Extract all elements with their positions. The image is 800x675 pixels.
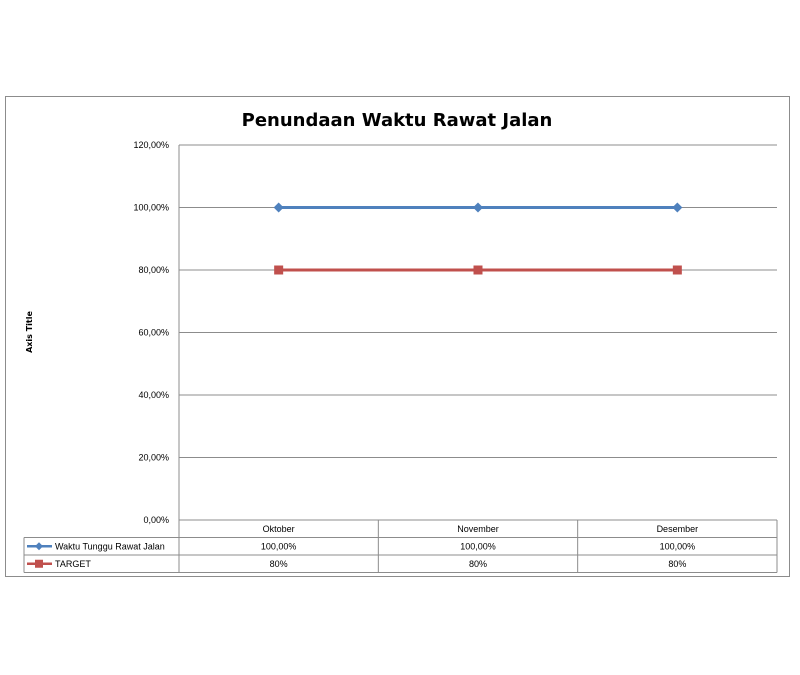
y-tick-label: 20,00% <box>138 453 169 463</box>
y-tick-label: 100,00% <box>133 203 169 213</box>
data-point <box>672 202 683 213</box>
y-tick-label: 80,00% <box>138 265 169 275</box>
legend-marker <box>35 559 43 568</box>
data-table-value: 100,00% <box>261 541 297 551</box>
legend-marker <box>35 542 43 551</box>
data-table: Oktober November Desember Waktu Tunggu Rawa… <box>23 519 778 573</box>
y-tick-label: 40,00% <box>138 390 169 400</box>
data-table-value: 80% <box>270 559 288 569</box>
data-table-value: 100,00% <box>660 541 696 551</box>
data-point <box>473 202 483 213</box>
chart-title: Penundaan Waktu Rawat Jalan <box>242 110 553 131</box>
category-label: November <box>457 524 499 534</box>
y-tick-label: 0,00% <box>143 515 169 525</box>
category-label: Desember <box>657 524 699 534</box>
y-axis-title: Axis Title <box>25 311 34 353</box>
y-tick-label: 60,00% <box>138 328 169 338</box>
grid-layer: 0,00% 20,00% 40,00% 60,00% 80,00% 100,00% 120,… <box>133 140 777 525</box>
legend-label: TARGET <box>55 559 91 569</box>
data-point <box>473 265 483 275</box>
data-point <box>274 265 284 275</box>
chart-frame: Penundaan Waktu Rawat Jalan Axis Title 0… <box>5 96 790 577</box>
category-label: Oktober <box>263 524 295 534</box>
series-layer <box>273 202 683 275</box>
data-point <box>672 265 682 275</box>
data-point <box>273 202 284 213</box>
data-table-value: 100,00% <box>460 541 496 551</box>
line-chart: Penundaan Waktu Rawat Jalan Axis Title 0… <box>23 110 778 573</box>
data-table-value: 80% <box>469 559 487 569</box>
data-table-value: 80% <box>668 559 686 569</box>
y-tick-label: 120,00% <box>133 140 169 150</box>
legend-label: Waktu Tunggu Rawat Jalan <box>55 541 165 551</box>
